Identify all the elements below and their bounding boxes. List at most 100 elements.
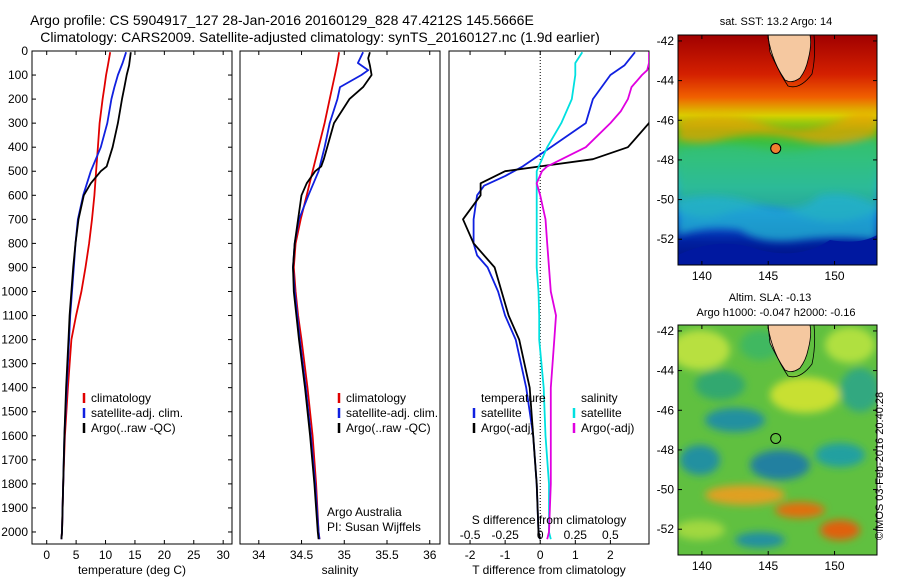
depth-tick-label: 0: [21, 44, 28, 58]
map-lat-tick-label: -52: [657, 522, 675, 536]
depth-tick-label: 1100: [2, 309, 28, 323]
legend-label: satellite: [581, 406, 622, 420]
map-lon-tick-label: 140: [692, 559, 712, 573]
sst-map-field: [678, 35, 877, 265]
salinity-x-axis: 34 34.5 35 35.5 36: [252, 51, 437, 562]
difference-axes-frame: [448, 50, 650, 545]
depth-tick-label: 1900: [1, 501, 28, 515]
map-lon-tick-label: 150: [825, 269, 845, 283]
legend-group-title: temperature: [481, 391, 546, 405]
depth-tick-label: 1300: [1, 357, 28, 371]
x-tick-label: 2: [607, 548, 614, 562]
map-lon-tick-label: 140: [692, 269, 712, 283]
x-tick-label: 34: [252, 548, 266, 562]
sla-map-frame: [677, 324, 878, 556]
depth-tick-label: 500: [8, 164, 28, 178]
depth-tick-label: 900: [8, 260, 28, 274]
legend-label: satellite-adj. clim.: [91, 406, 183, 420]
x-tick-label: 30: [216, 548, 230, 562]
sla-map-field: [678, 325, 877, 555]
annotation-argo-australia: Argo Australia: [327, 505, 402, 519]
temperature-panel: 0100200300400500600700800900100011001200…: [1, 44, 649, 577]
depth-tick-label: 2000: [1, 525, 28, 539]
depth-tick-label: 1800: [1, 477, 28, 491]
x-tick-label: 0: [43, 548, 50, 562]
depth-tick-label: 1400: [1, 381, 28, 395]
x-tick-label: 10: [99, 548, 113, 562]
legend-label: climatology: [346, 391, 406, 405]
s-tick-label: 0: [537, 528, 544, 542]
salinity-x-label: salinity: [322, 563, 359, 577]
series-line-temperature-argo-adj: [462, 119, 649, 540]
annotation-pi-name: PI: Susan Wijffels: [327, 520, 421, 534]
depth-tick-label: 1000: [1, 284, 28, 298]
map-lat-tick-label: -44: [657, 74, 675, 88]
map-lat-tick-label: -42: [657, 324, 675, 338]
depth-tick-label: 1600: [1, 429, 28, 443]
x-tick-label: 35: [338, 548, 352, 562]
series-line-salinity-argo-adj: [535, 52, 649, 540]
s-difference-label: S difference from climatology: [472, 513, 627, 527]
depth-tick-label: 300: [8, 116, 28, 130]
map-lat-tick-label: -50: [657, 483, 675, 497]
x-tick-label: 25: [187, 548, 201, 562]
x-tick-label: 20: [158, 548, 172, 562]
map-lat-tick-label: -48: [657, 443, 675, 457]
depth-tick-label: 700: [8, 212, 28, 226]
sla-map-title-2: Argo h1000: -0.047 h2000: -0.16: [696, 307, 855, 319]
series-line-argo-raw-qc: [292, 51, 373, 540]
salinity-axes-frame: [239, 50, 441, 545]
sst-map-frame: [677, 34, 878, 266]
legend-group-title: salinity: [581, 391, 618, 405]
legend-label: satellite-adj. clim.: [346, 406, 438, 420]
series-line-salinity-satellite: [535, 51, 584, 540]
s-tick-label: 0.5: [602, 528, 619, 542]
depth-tick-label: 800: [8, 236, 28, 250]
x-tick-label: 34.5: [290, 548, 314, 562]
s-difference-tick-labels: -0.5 -0.25 0 0.25 0.5: [460, 528, 619, 542]
map-lat-tick-label: -48: [657, 153, 675, 167]
x-tick-label: -2: [465, 548, 476, 562]
t-difference-x-axis: -2 -1 0 1 2: [465, 51, 614, 562]
s-tick-label: -0.5: [460, 528, 481, 542]
depth-tick-label: 600: [8, 188, 28, 202]
difference-legend: temperaturesatelliteArgo(-adj)salinitysa…: [472, 391, 634, 435]
sla-map: Altim. SLA: -0.13 Argo h1000: -0.047 h20…: [657, 292, 878, 573]
depth-tick-label: 1200: [1, 333, 28, 347]
x-tick-label: 15: [128, 548, 142, 562]
chart-title-line-2: Climatology: CARS2009. Satellite-adjuste…: [40, 29, 600, 45]
t-difference-x-label: T difference from climatology: [472, 563, 626, 577]
map-lat-tick-label: -42: [657, 34, 675, 48]
series-line-argo-raw-qc: [60, 52, 132, 540]
temperature-x-label: temperature (deg C): [78, 563, 186, 577]
map-lat-tick-label: -50: [657, 193, 675, 207]
temperature-axes-frame: [31, 50, 233, 545]
legend-label: satellite: [481, 406, 522, 420]
depth-tick-label: 1700: [1, 453, 28, 467]
sla-map-title-1: Altim. SLA: -0.13: [729, 292, 812, 304]
temperature-series: [60, 51, 132, 540]
x-tick-label: 1: [572, 548, 579, 562]
sst-map-axes: 140 145 150 -42 -44 -46 -48 -50 -52: [657, 34, 877, 283]
difference-panel: -2 -1 0 1 2 S difference from climatology T …: [448, 50, 650, 577]
legend-label: Argo(..raw -QC): [91, 421, 176, 435]
argo-float-marker: [770, 142, 782, 154]
map-lon-tick-label: 150: [825, 559, 845, 573]
map-lon-tick-label: 145: [758, 269, 778, 283]
map-lat-tick-label: -44: [657, 364, 675, 378]
x-tick-label: -1: [500, 548, 511, 562]
map-lon-tick-label: 145: [758, 559, 778, 573]
temperature-x-axis: 0 5 10 15 20 25 30: [43, 51, 230, 562]
depth-tick-label: 200: [8, 92, 28, 106]
depth-tick-label: 1500: [1, 405, 28, 419]
imos-credit: ©IMOS 03-Feb-2016 20:40:28: [874, 391, 886, 540]
depth-tick-label: 400: [8, 140, 28, 154]
legend-label: Argo(..raw -QC): [346, 421, 431, 435]
x-tick-label: 35.5: [375, 548, 399, 562]
s-tick-label: 0.25: [564, 528, 588, 542]
x-tick-label: 36: [423, 548, 437, 562]
salinity-panel: 34 34.5 35 35.5 36 salinity climatologysatel…: [239, 50, 441, 577]
